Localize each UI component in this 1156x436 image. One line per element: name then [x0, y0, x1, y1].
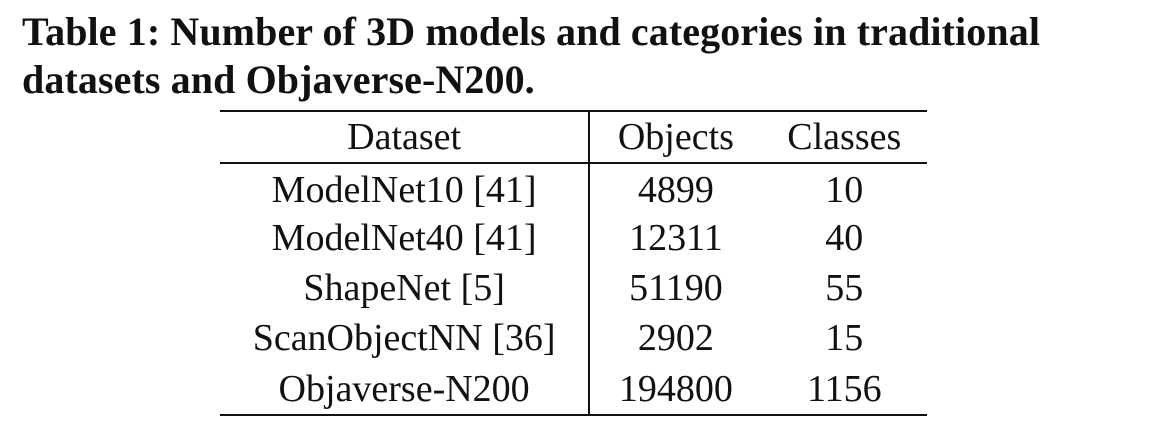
cell-objects: 51190: [629, 267, 723, 309]
cell-dataset: ScanObjectNN [36]: [220, 313, 591, 363]
table-row: ModelNet10 [41] 4899 10: [220, 163, 927, 213]
caption-line-2: datasets and Objaverse-N200.: [22, 57, 535, 102]
cell-objects: 2902: [637, 317, 714, 359]
cell-dataset: ShapeNet [5]: [220, 263, 591, 313]
cell-objects: 194800: [618, 367, 733, 410]
cell-objects: 4899: [637, 168, 714, 211]
table-header: Dataset Objects Classes: [220, 111, 927, 163]
datasets-table: Dataset Objects Classes ModelNet10 [41] …: [220, 110, 927, 416]
cell-classes: 10: [825, 168, 864, 211]
table-row: ModelNet40 [41] 12311 40: [220, 213, 927, 263]
cell-classes: 55: [825, 267, 864, 309]
header-dataset: Dataset: [220, 111, 591, 163]
header-objects: Objects: [617, 116, 734, 158]
table-body: ModelNet10 [41] 4899 10 ModelNet40 [41] …: [220, 163, 927, 415]
caption-line-1: Table 1: Number of 3D models and categor…: [22, 9, 1041, 54]
cell-dataset: ModelNet40 [41]: [220, 213, 591, 263]
cell-objects: 12311: [629, 217, 723, 259]
table-row: Objaverse-N200 194800 1156: [220, 363, 927, 415]
table-caption: Table 1: Number of 3D models and categor…: [22, 8, 1142, 104]
table-row: ScanObjectNN [36] 2902 15: [220, 313, 927, 363]
table-row: ShapeNet [5] 51190 55: [220, 263, 927, 313]
cell-classes: 40: [825, 217, 864, 259]
cell-dataset: ModelNet10 [41]: [220, 163, 591, 213]
cell-classes: 1156: [806, 367, 882, 410]
cell-classes: 15: [825, 317, 864, 359]
header-classes: Classes: [787, 116, 902, 158]
header-row: Dataset Objects Classes: [220, 111, 927, 163]
cell-dataset: Objaverse-N200: [220, 363, 591, 415]
